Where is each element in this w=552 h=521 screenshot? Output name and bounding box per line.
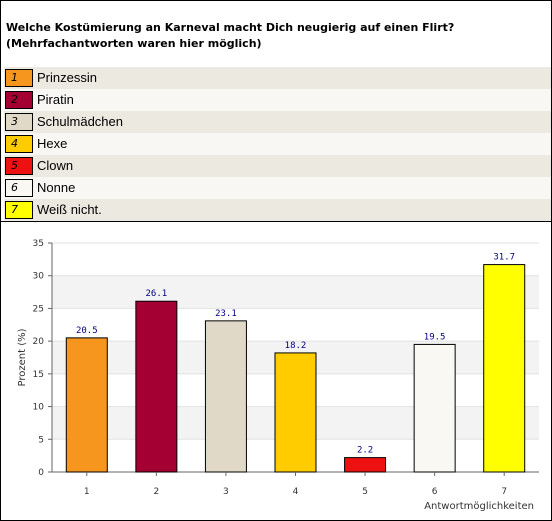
legend-item-3: 3 Schulmädchen [4,111,551,133]
chart-title-line-2: (Mehrfachantworten waren hier möglich) [6,37,262,50]
bar-5 [344,457,387,473]
legend-item-7: 7 Weiß nicht. [4,199,551,221]
bar-6 [413,343,456,473]
y-tick-label: 35 [33,239,44,249]
bar-7 [483,264,526,473]
x-tick-label-3: 3 [223,487,229,497]
legend-item-1: 1 Prinzessin [4,67,551,89]
data-label-6: 19.5 [424,332,446,342]
legend-swatch-7: 7 [5,201,33,219]
legend-item-4: 4 Hexe [4,133,551,155]
legend-swatch-4: 4 [5,135,33,153]
legend-swatch-2: 2 [5,91,33,109]
legend-swatch-6: 6 [5,179,33,197]
data-label-2: 26.1 [146,289,168,299]
legend-label-6: Nonne [37,180,76,195]
legend-label-5: Clown [37,158,74,173]
legend-label-3: Schulmädchen [37,114,123,129]
y-tick-label: 20 [33,337,45,347]
grid-band [52,275,539,309]
bar-3 [204,320,247,473]
bar-4 [274,352,317,473]
y-tick-label: 10 [33,403,45,413]
y-tick-label: 30 [33,272,45,282]
x-tick-label-5: 5 [362,487,368,497]
x-tick-label-1: 1 [84,487,90,497]
y-tick-label: 25 [33,304,44,314]
y-tick-label: 5 [38,435,44,445]
chart-title: Welche Kostümierung an Karneval macht Di… [6,20,546,52]
legend-item-5: 5 Clown [4,155,551,177]
legend-label-4: Hexe [37,136,68,151]
chart-title-line-1: Welche Kostümierung an Karneval macht Di… [6,21,455,34]
bar-2 [135,300,178,473]
x-tick-label-4: 4 [293,487,299,497]
legend-item-6: 6 Nonne [4,177,551,199]
legend-label-7: Weiß nicht. [37,202,102,217]
y-axis-title: Prozent (%) [17,328,28,386]
data-label-7: 31.7 [493,253,515,263]
data-label-5: 2.2 [357,446,373,456]
legend: 1 Prinzessin 2 Piratin 3 Schulmädchen 4 … [4,67,551,221]
x-axis-title: Antwortmöglichkeiten [424,501,534,512]
legend-item-2: 2 Piratin [4,89,551,111]
bar-chart: 0 5 10 15 20 25 30 35 20.5 1 26.1 2 23.1 3 18.2 4 2.2 5 19… [17,239,539,512]
y-tick-label: 0 [38,468,44,478]
legend-swatch-5: 5 [5,157,33,175]
x-tick-label-7: 7 [501,487,507,497]
legend-swatch-3: 3 [5,113,33,131]
x-tick-label-6: 6 [432,487,438,497]
data-label-3: 23.1 [215,309,237,319]
bar-1 [65,337,108,473]
y-tick-label: 15 [33,370,44,380]
legend-swatch-1: 1 [5,69,33,87]
legend-label-1: Prinzessin [37,70,97,85]
x-tick-label-2: 2 [153,487,159,497]
data-label-4: 18.2 [285,341,307,351]
legend-label-2: Piratin [37,92,74,107]
data-label-1: 20.5 [76,326,98,336]
section-divider [1,221,552,222]
